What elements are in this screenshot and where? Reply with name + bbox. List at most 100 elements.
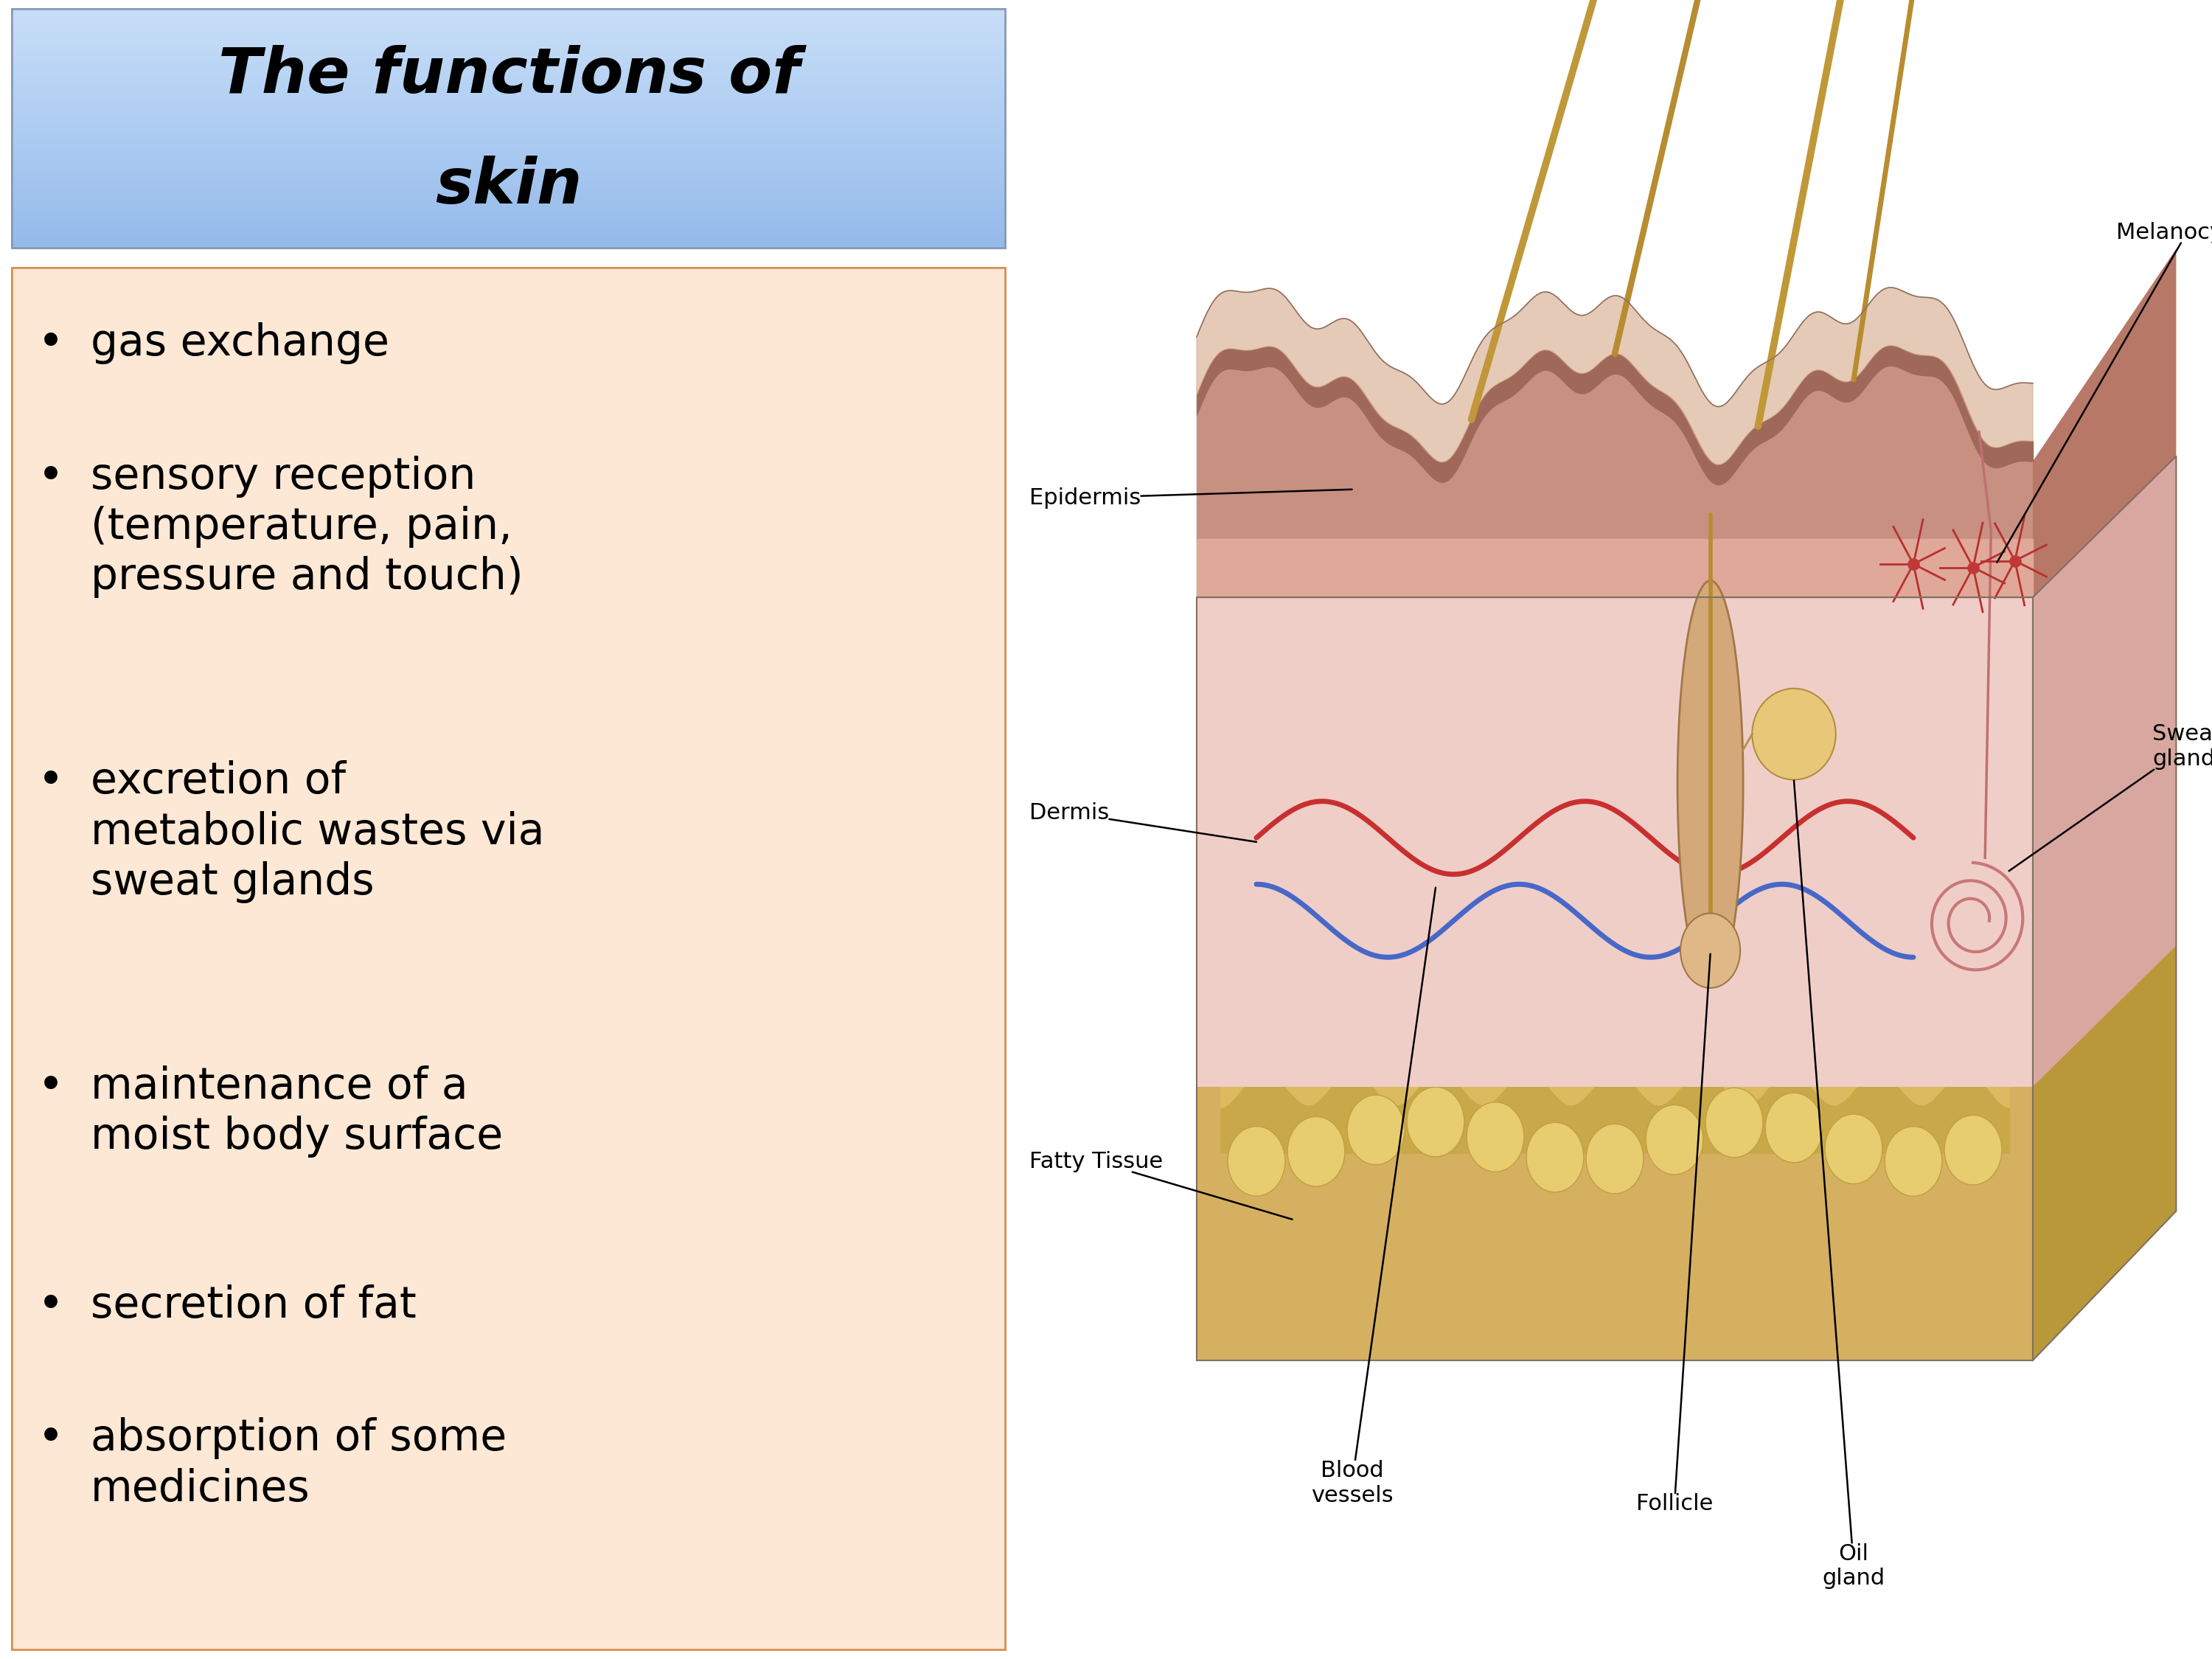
Bar: [11, 124, 1006, 126]
Bar: [11, 221, 1006, 222]
Bar: [11, 201, 1006, 202]
Bar: [11, 242, 1006, 244]
Bar: [11, 189, 1006, 191]
Bar: [11, 68, 1006, 71]
Bar: [11, 186, 1006, 189]
Bar: [11, 15, 1006, 18]
Text: •: •: [38, 1065, 64, 1108]
Ellipse shape: [1646, 1105, 1703, 1175]
Bar: [11, 85, 1006, 88]
Bar: [11, 55, 1006, 56]
Ellipse shape: [1347, 1095, 1405, 1165]
Bar: [11, 199, 1006, 201]
Text: Fatty Tissue: Fatty Tissue: [1029, 1151, 1292, 1219]
Bar: [11, 100, 1006, 103]
Bar: [11, 153, 1006, 154]
Bar: [11, 61, 1006, 63]
Bar: [11, 158, 1006, 159]
Bar: [11, 25, 1006, 28]
Bar: [11, 63, 1006, 66]
Text: skin: skin: [436, 156, 582, 217]
Bar: [11, 50, 1006, 51]
Bar: [1197, 597, 2033, 1087]
Bar: [11, 174, 1006, 176]
Bar: [11, 41, 1006, 45]
Text: maintenance of a
moist body surface: maintenance of a moist body surface: [91, 1065, 502, 1158]
Ellipse shape: [1765, 1093, 1823, 1163]
Bar: [11, 119, 1006, 121]
Bar: [11, 212, 1006, 216]
Bar: [11, 109, 1006, 111]
Ellipse shape: [1944, 1115, 2002, 1185]
Bar: [11, 32, 1006, 35]
Bar: [11, 46, 1006, 50]
Text: excretion of
metabolic wastes via
sweat glands: excretion of metabolic wastes via sweat …: [91, 760, 544, 902]
Bar: [11, 207, 1006, 211]
Ellipse shape: [1526, 1123, 1584, 1193]
Text: Dermis: Dermis: [1029, 803, 1256, 841]
Text: Epidermis: Epidermis: [1029, 488, 1352, 508]
Bar: [11, 20, 1006, 23]
Bar: [11, 159, 1006, 163]
Bar: [11, 148, 1006, 151]
Ellipse shape: [1407, 1087, 1464, 1156]
Bar: [11, 229, 1006, 232]
Text: sensory reception
(temperature, pain,
pressure and touch): sensory reception (temperature, pain, pr…: [91, 456, 524, 599]
Bar: [11, 58, 1006, 61]
Bar: [11, 216, 1006, 217]
Ellipse shape: [1752, 688, 1836, 780]
Ellipse shape: [1467, 1102, 1524, 1171]
Bar: [11, 211, 1006, 212]
Point: [1955, 554, 1991, 581]
Bar: [11, 78, 1006, 80]
Bar: [11, 88, 1006, 90]
Bar: [11, 8, 1006, 10]
Bar: [11, 111, 1006, 114]
Bar: [11, 28, 1006, 30]
Bar: [11, 93, 1006, 95]
Bar: [11, 73, 1006, 76]
Bar: [11, 232, 1006, 234]
Bar: [11, 227, 1006, 229]
Bar: [11, 224, 1006, 227]
Polygon shape: [1197, 287, 2033, 465]
Text: •: •: [38, 1417, 64, 1462]
Bar: [11, 106, 1006, 109]
Bar: [11, 206, 1006, 207]
Polygon shape: [2033, 249, 2177, 597]
Bar: [11, 176, 1006, 179]
Bar: [11, 164, 1006, 168]
Bar: [11, 128, 1006, 131]
Text: •: •: [38, 760, 64, 805]
Bar: [11, 247, 1006, 249]
Bar: [11, 194, 1006, 196]
Bar: [11, 173, 1006, 174]
Text: Follicle: Follicle: [1637, 954, 1712, 1515]
Bar: [11, 40, 1006, 41]
Ellipse shape: [1228, 1126, 1285, 1196]
Ellipse shape: [1677, 581, 1743, 987]
Bar: [11, 51, 1006, 55]
Text: absorption of some
medicines: absorption of some medicines: [91, 1417, 507, 1510]
Bar: [11, 116, 1006, 119]
Bar: [11, 244, 1006, 247]
Bar: [11, 45, 1006, 46]
Text: secretion of fat: secretion of fat: [91, 1284, 416, 1326]
Bar: [11, 141, 1006, 143]
Bar: [11, 18, 1006, 20]
Text: Blood
vessels: Blood vessels: [1312, 888, 1436, 1506]
Bar: [11, 30, 1006, 32]
Bar: [11, 98, 1006, 100]
Bar: [11, 168, 1006, 169]
Bar: [11, 154, 1006, 158]
Bar: [11, 105, 1006, 106]
Bar: [11, 36, 1006, 40]
Bar: [11, 83, 1006, 85]
Bar: [11, 23, 1006, 25]
Bar: [11, 133, 1006, 136]
Text: •: •: [38, 456, 64, 499]
Bar: [11, 146, 1006, 148]
Bar: [11, 13, 1006, 15]
Bar: [11, 10, 1006, 13]
Bar: [11, 234, 1006, 237]
